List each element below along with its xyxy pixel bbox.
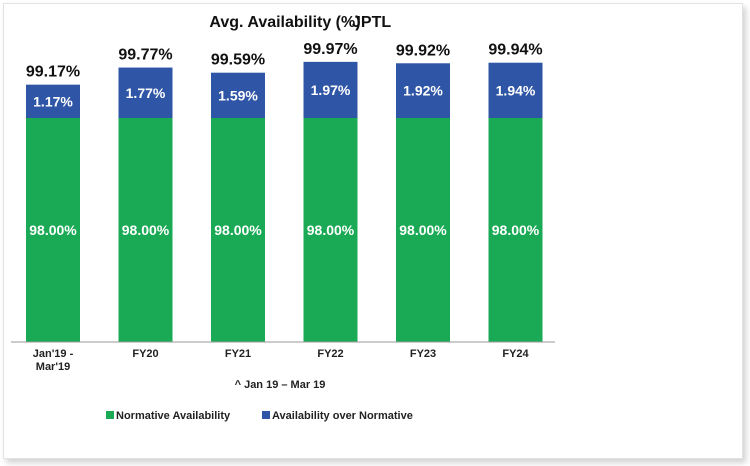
over-normative-data-label: 1.59%	[218, 87, 258, 103]
over-normative-data-label: 1.77%	[126, 85, 166, 101]
x-tick-label: FY24	[502, 348, 529, 360]
total-data-label: 99.97%	[303, 41, 357, 58]
chart-title: Avg. Availability (%)	[209, 14, 360, 31]
x-tick-label: FY21	[225, 348, 251, 360]
legend-label: Availability over Normative	[272, 410, 413, 422]
x-tick-label: Mar'19	[36, 361, 70, 373]
x-tick-label: FY22	[317, 348, 343, 360]
normative-data-label: 98.00%	[399, 222, 447, 238]
total-data-label: 99.17%	[26, 64, 80, 81]
bar-normative	[396, 118, 450, 342]
over-normative-data-label: 1.94%	[496, 82, 536, 98]
bar-over-normative	[396, 63, 450, 118]
bar-normative	[118, 118, 173, 342]
over-normative-data-label: 1.97%	[311, 82, 351, 98]
x-tick-label: FY20	[132, 348, 158, 360]
legend-label: Normative Availability	[116, 410, 231, 422]
total-data-label: 99.59%	[211, 52, 265, 69]
bar-over-normative	[303, 61, 358, 118]
normative-data-label: 98.00%	[122, 222, 170, 238]
legend: Normative Availability Availability over …	[106, 410, 413, 422]
bar-over-normative	[26, 84, 80, 118]
legend-swatch	[106, 411, 114, 419]
normative-data-label: 98.00%	[307, 222, 355, 238]
bar-normative	[26, 118, 80, 342]
bar-normative	[211, 118, 265, 342]
chart-subtitle: JPTL	[352, 14, 391, 31]
bar-over-normative	[488, 62, 543, 118]
legend-swatch	[262, 411, 270, 419]
total-data-label: 99.94%	[488, 42, 542, 59]
normative-data-label: 98.00%	[29, 222, 77, 238]
x-tick-label: Jan'19 -	[33, 348, 74, 360]
over-normative-data-label: 1.17%	[33, 93, 73, 109]
bar-normative	[488, 118, 543, 342]
x-tick-labels: Jan'19 -Mar'19 FY20 FY21 FY22 FY23 FY24	[33, 348, 530, 373]
normative-data-label: 98.00%	[492, 222, 540, 238]
bars-group: 98.00% 1.17% 99.17% 98.00% 1.77% 99.77% 98.00%…	[26, 41, 543, 342]
footnote: ^ Jan 19 – Mar 19	[235, 379, 326, 391]
x-tick-label: FY23	[410, 348, 436, 360]
bar-over-normative	[118, 67, 173, 118]
over-normative-data-label: 1.92%	[403, 83, 443, 99]
bar-over-normative	[211, 72, 265, 118]
normative-data-label: 98.00%	[214, 222, 262, 238]
bar-normative	[303, 118, 358, 342]
total-data-label: 99.77%	[118, 47, 172, 64]
total-data-label: 99.92%	[396, 42, 450, 59]
